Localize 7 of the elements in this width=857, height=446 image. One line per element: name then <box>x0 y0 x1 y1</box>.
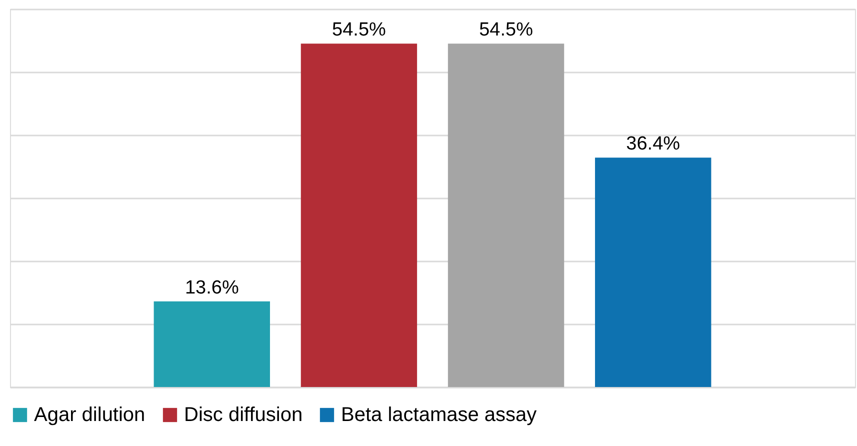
data-label: 54.5% <box>332 20 386 41</box>
legend-label: Beta lactamase assay <box>341 404 537 426</box>
data-label: 13.6% <box>184 277 239 298</box>
data-label: 36.4% <box>626 134 680 155</box>
legend-label: Agar dilution <box>34 404 146 426</box>
data-label: 54.5% <box>479 20 534 41</box>
legend-label: Disc diffusion <box>184 404 303 426</box>
